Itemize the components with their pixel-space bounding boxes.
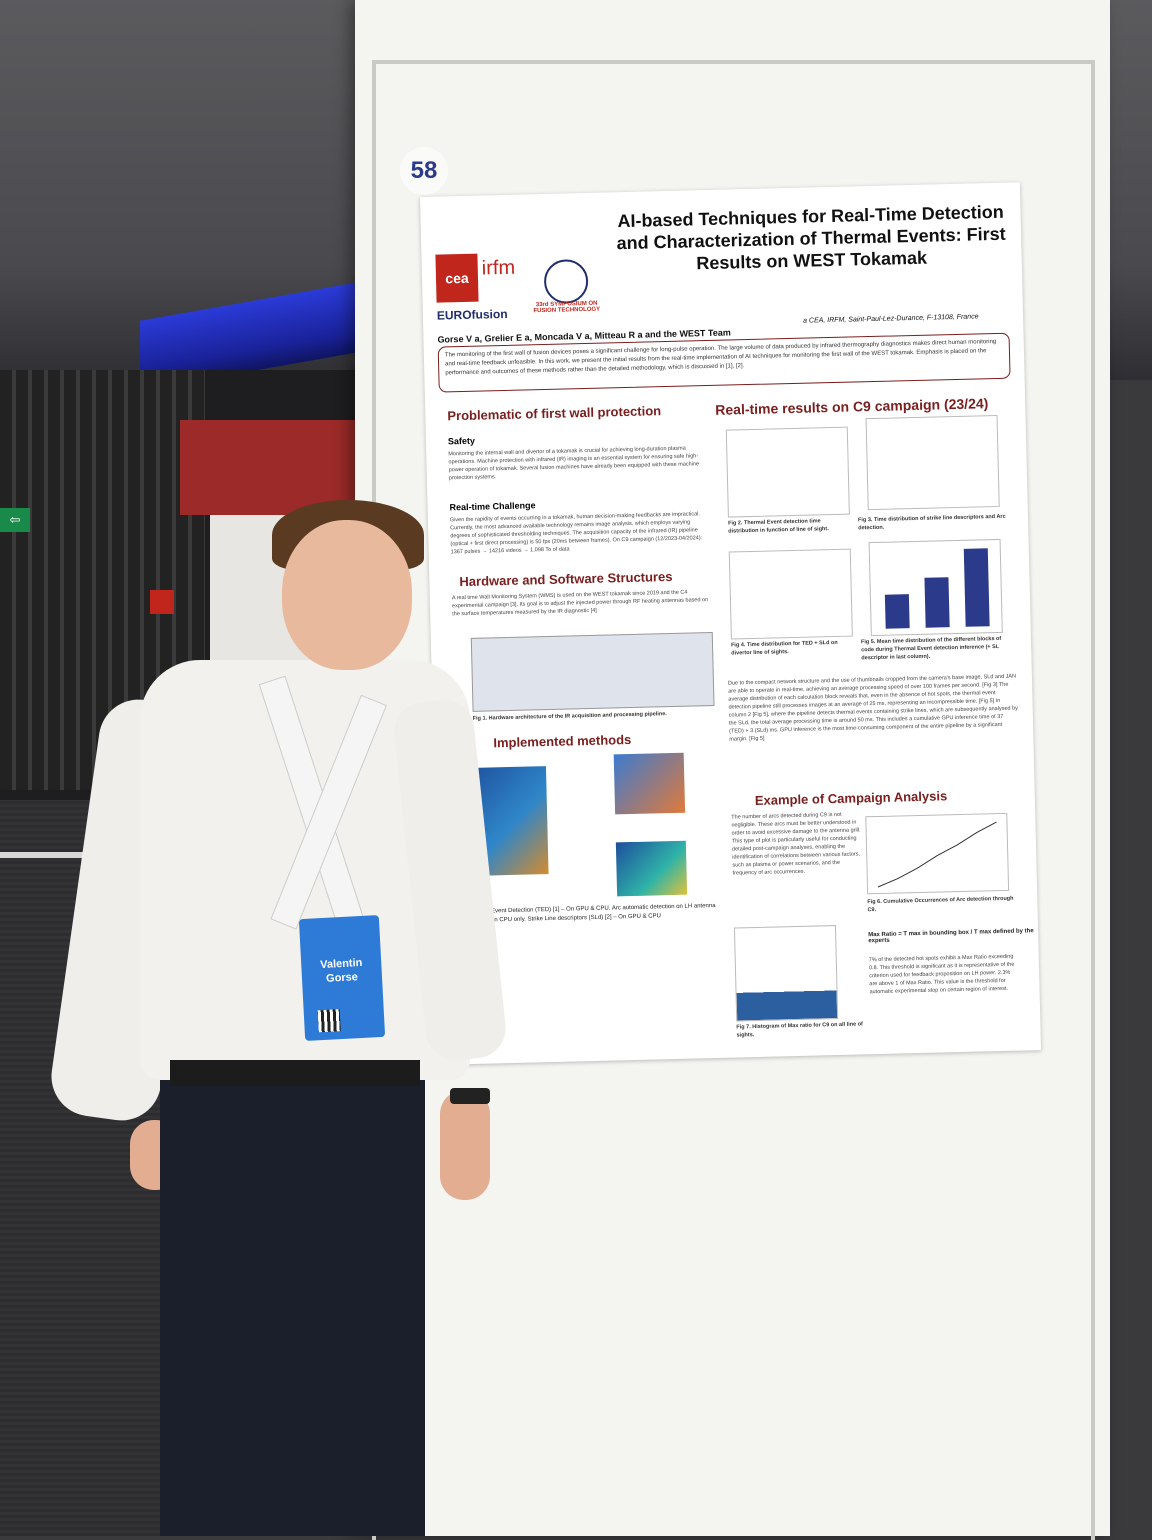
poster-title: AI-based Techniques for Real-Time Detect…: [616, 201, 1006, 274]
campaign-text: The number of arcs detected during C9 is…: [731, 811, 861, 877]
section-methods: Implemented methods: [493, 732, 632, 751]
person-face: [282, 520, 412, 670]
fig5-bar-chart: [868, 538, 1003, 637]
methods-lh-antenna-image: [613, 752, 686, 815]
methods-divertor-image: [615, 840, 688, 897]
fig7-caption: Fig 7. Histogram of Max ratio for C9 on …: [736, 1021, 863, 1039]
fig6-curve: [877, 821, 997, 888]
fig1-diagram: [470, 631, 715, 712]
cea-logo: cea: [435, 253, 479, 303]
red-wall-band: [180, 420, 375, 515]
person-right-hand: [440, 1090, 490, 1200]
fig5-caption: Fig 5. Mean time distribution of the dif…: [860, 635, 1002, 662]
fig5-bar: [924, 577, 950, 628]
fig4-boxplot: [728, 548, 853, 640]
poster-affiliation: a CEA, IRFM, Saint-Paul-Lez-Durance, F-1…: [803, 313, 979, 325]
safety-text: Monitoring the internal wall and diverto…: [448, 445, 700, 482]
irfm-logo: irfm: [481, 256, 516, 280]
exit-sign: ⇦: [0, 508, 30, 532]
hardware-text: A real time Wall Monitoring System (WMS)…: [451, 589, 709, 618]
person-pants: [160, 1080, 425, 1536]
fig4-caption: Fig 4. Time distribution for TED + SLd o…: [730, 639, 838, 657]
section-results: Real-time results on C9 campaign (23/24): [715, 395, 989, 418]
fig6-caption: Fig 6. Cumulative Occurrences of Arc det…: [867, 895, 1014, 914]
badge-name: Valentin Gorse: [301, 955, 382, 987]
booth-number: 58: [400, 147, 448, 195]
person-belt: [170, 1060, 420, 1086]
realtime-text: Given the rapidity of events occurring i…: [449, 511, 703, 556]
section-campaign: Example of Campaign Analysis: [754, 788, 948, 808]
poster: cea irfm EUROfusion 33rd SYMPOSIUM ON FU…: [420, 182, 1042, 1065]
max-ratio-formula: Max Ratio = T max in bounding box / T ma…: [868, 928, 1034, 945]
symposium-label: 33rd SYMPOSIUM ON FUSION TECHNOLOGY: [533, 300, 601, 315]
max-ratio-text: 7% of the detected hot spots exhibit a M…: [868, 953, 1015, 996]
qr-code-icon: [317, 1009, 341, 1033]
eurofusion-logo: EUROfusion: [436, 306, 508, 323]
fig2-boxplot: [725, 426, 850, 518]
fig7-histogram: [733, 925, 839, 1022]
fig6-line-chart: [865, 812, 1010, 895]
fig5-bar: [884, 594, 910, 629]
name-badge: Valentin Gorse: [298, 914, 386, 1042]
fig5-bar: [963, 548, 990, 627]
fire-extinguisher-sign: [150, 590, 174, 614]
badge-last-name: Gorse: [325, 971, 359, 985]
methods-text: Thermal Event Detection (TED) [1] – On G…: [467, 902, 716, 925]
fig3-caption: Fig 3. Time distribution of strike line …: [857, 513, 1006, 532]
fig2-caption: Fig 2. Thermal Event detection time dist…: [727, 518, 829, 535]
watch-icon: [450, 1088, 490, 1104]
soft-seal-icon: [543, 258, 589, 304]
section-hardware: Hardware and Software Structures: [459, 568, 673, 590]
fig1-caption: Fig 1. Hardware architecture of the IR a…: [472, 711, 667, 722]
section-problem: Problematic of first wall protection: [447, 403, 662, 424]
fig3-plot: [865, 414, 1000, 511]
subsection-safety: Safety: [447, 435, 476, 447]
results-text: Due to the compact network structure and…: [727, 673, 1018, 743]
subsection-realtime: Real-time Challenge: [449, 500, 536, 513]
